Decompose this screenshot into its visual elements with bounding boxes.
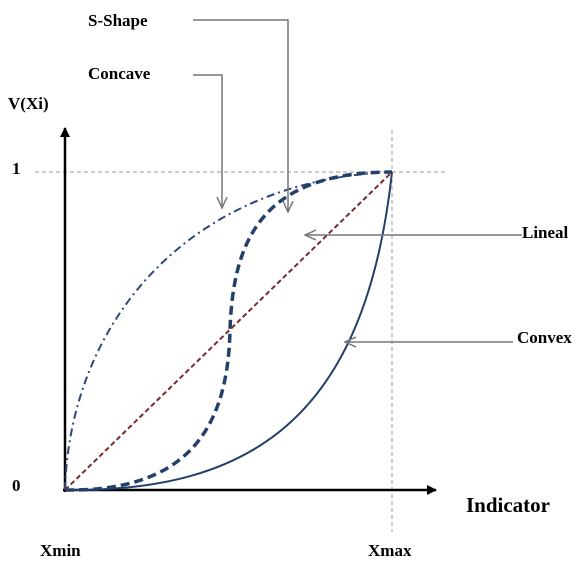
curve-label: Lineal: [522, 223, 569, 242]
x-min-label: Xmin: [40, 541, 81, 560]
curve-label: Convex: [517, 328, 572, 347]
y-axis-label: V(Xi): [8, 94, 49, 113]
x-axis-label: Indicator: [466, 493, 550, 517]
s-shape-curve: [64, 170, 393, 492]
callout-arrow: [193, 19, 288, 212]
callout-arrow: [193, 74, 222, 208]
lineal-curve: [64, 171, 393, 491]
curve-label: Concave: [88, 64, 151, 83]
concave-curve: [64, 171, 393, 491]
y-top-label: 1: [12, 159, 21, 178]
y-origin-label: 0: [12, 476, 21, 495]
x-max-label: Xmax: [368, 541, 412, 560]
curve-label: S-Shape: [88, 11, 148, 30]
convex-curve: [64, 171, 393, 492]
